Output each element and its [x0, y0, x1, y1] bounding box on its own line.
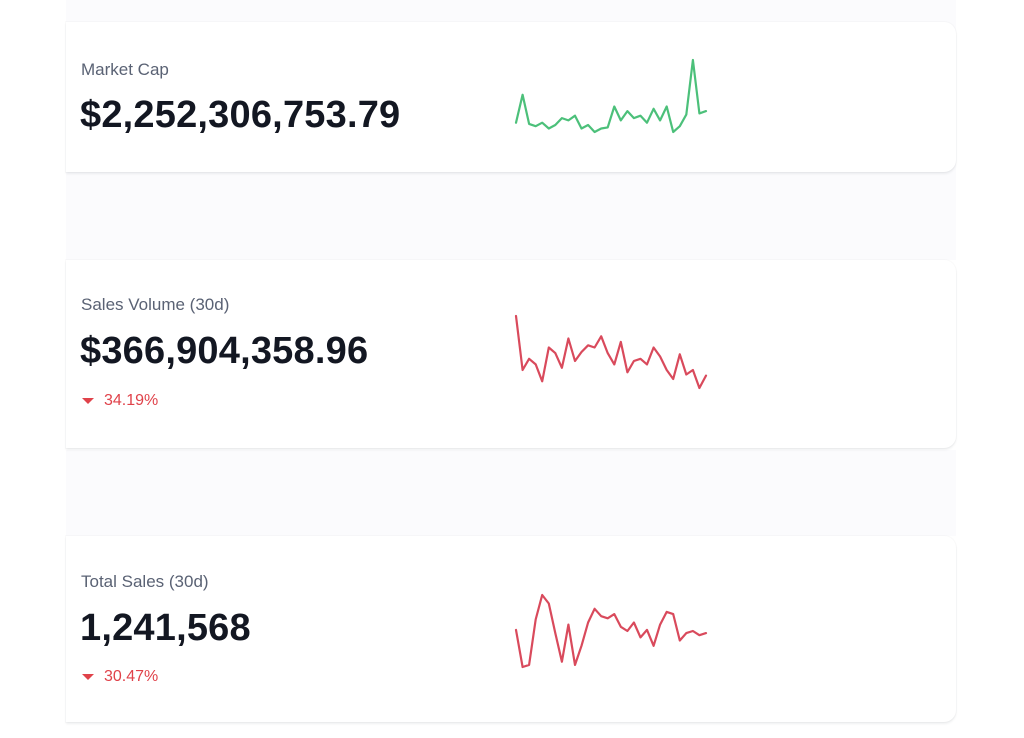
sales-volume-change: 34.19%	[82, 392, 158, 410]
market-cap-label: Market Cap	[81, 60, 169, 79]
market-cap-value: $2,252,306,753.79	[80, 94, 401, 136]
caret-down-icon	[82, 674, 94, 680]
sales-volume-change-value: 34.19%	[104, 392, 159, 409]
sparkline-series	[514, 58, 708, 134]
total-sales-change: 30.47%	[82, 668, 158, 686]
total-sales-sparkline	[514, 593, 708, 669]
sparkline-series	[514, 314, 708, 390]
sales-volume-card: Sales Volume (30d) $366,904,358.96 34.19…	[66, 260, 956, 448]
background-band	[66, 450, 956, 536]
total-sales-value: 1,241,568	[80, 607, 251, 649]
sparkline-series	[514, 593, 708, 669]
total-sales-label: Total Sales (30d)	[81, 572, 209, 591]
sales-volume-value: $366,904,358.96	[80, 330, 369, 372]
market-cap-card: Market Cap $2,252,306,753.79	[66, 22, 956, 172]
total-sales-card: Total Sales (30d) 1,241,568 30.47%	[66, 536, 956, 722]
sales-volume-sparkline	[514, 314, 708, 390]
caret-down-icon	[82, 398, 94, 404]
market-cap-sparkline	[514, 58, 708, 134]
sales-volume-label: Sales Volume (30d)	[81, 295, 230, 314]
total-sales-change-value: 30.47%	[104, 668, 159, 685]
